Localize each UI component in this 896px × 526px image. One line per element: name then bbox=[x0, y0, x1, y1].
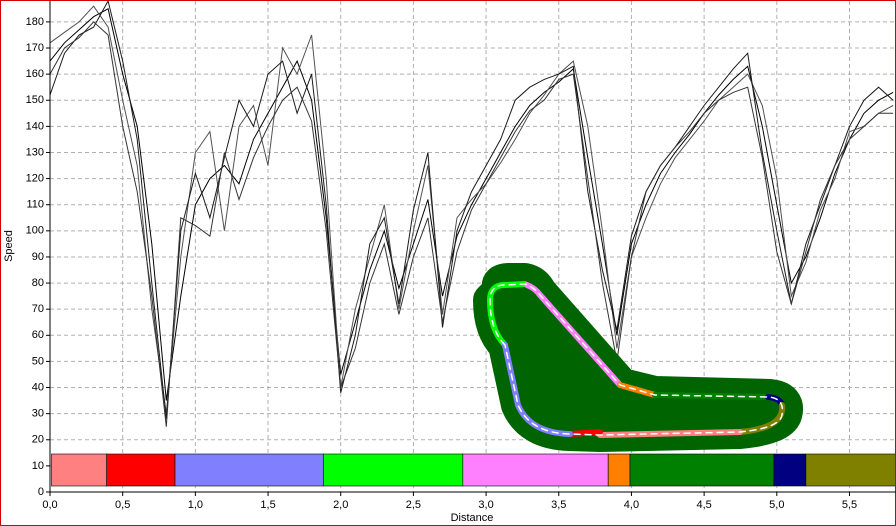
grid-layer bbox=[50, 1, 896, 492]
x-tick-label: 2,0 bbox=[333, 499, 348, 511]
y-tick-label: 130 bbox=[26, 146, 44, 158]
speed-line bbox=[49, 0, 894, 419]
y-tick-label: 60 bbox=[32, 329, 44, 341]
y-tick-label: 170 bbox=[26, 42, 44, 54]
y-tick-label: 110 bbox=[26, 199, 44, 211]
y-tick-label: 140 bbox=[26, 120, 44, 132]
y-tick-label: 160 bbox=[26, 68, 44, 80]
line-layer bbox=[49, 0, 894, 427]
x-tick-label: 5,0 bbox=[769, 499, 784, 511]
x-tick-label: 1,0 bbox=[188, 499, 203, 511]
track-map bbox=[473, 263, 803, 452]
y-tick-label: 100 bbox=[26, 225, 44, 237]
x-tick-label: 1,5 bbox=[260, 499, 275, 511]
y-axis-label: Speed bbox=[3, 230, 15, 262]
track-part bbox=[617, 382, 658, 398]
y-tick-label: 150 bbox=[26, 94, 44, 106]
segment bbox=[462, 453, 609, 487]
speed-line bbox=[49, 21, 894, 427]
y-tick-label: 40 bbox=[32, 381, 44, 393]
x-tick-label: 0,0 bbox=[42, 499, 57, 511]
x-tick-label: 3,5 bbox=[551, 499, 566, 511]
x-tick-label: 4,0 bbox=[624, 499, 639, 511]
y-tick-label: 70 bbox=[32, 303, 44, 315]
segment bbox=[629, 453, 775, 487]
segment bbox=[805, 453, 896, 487]
y-tick-label: 0 bbox=[38, 486, 44, 498]
y-tick-label: 90 bbox=[32, 251, 44, 263]
x-axis-label: Distance bbox=[451, 512, 494, 524]
x-tick-label: 5,5 bbox=[842, 499, 857, 511]
segment bbox=[773, 453, 807, 487]
y-tick-label: 30 bbox=[32, 408, 44, 420]
track-centerline bbox=[489, 283, 784, 436]
segment bbox=[174, 453, 324, 487]
x-tick-label: 3,0 bbox=[478, 499, 493, 511]
y-tick-label: 20 bbox=[32, 434, 44, 446]
y-tick-label: 50 bbox=[32, 355, 44, 367]
track-outline bbox=[473, 263, 803, 452]
y-tick-label: 120 bbox=[26, 173, 44, 185]
y-tick-label: 80 bbox=[32, 277, 44, 289]
segment bbox=[51, 453, 107, 487]
segment-layer bbox=[51, 453, 896, 487]
segment bbox=[106, 453, 176, 487]
x-tick-label: 2,5 bbox=[406, 499, 421, 511]
y-tick-label: 180 bbox=[26, 16, 44, 28]
x-tick-label: 0,5 bbox=[115, 499, 130, 511]
segment bbox=[322, 453, 464, 487]
x-tick-label: 4,5 bbox=[696, 499, 711, 511]
segment bbox=[607, 453, 631, 487]
y-tick-label: 10 bbox=[32, 460, 44, 472]
